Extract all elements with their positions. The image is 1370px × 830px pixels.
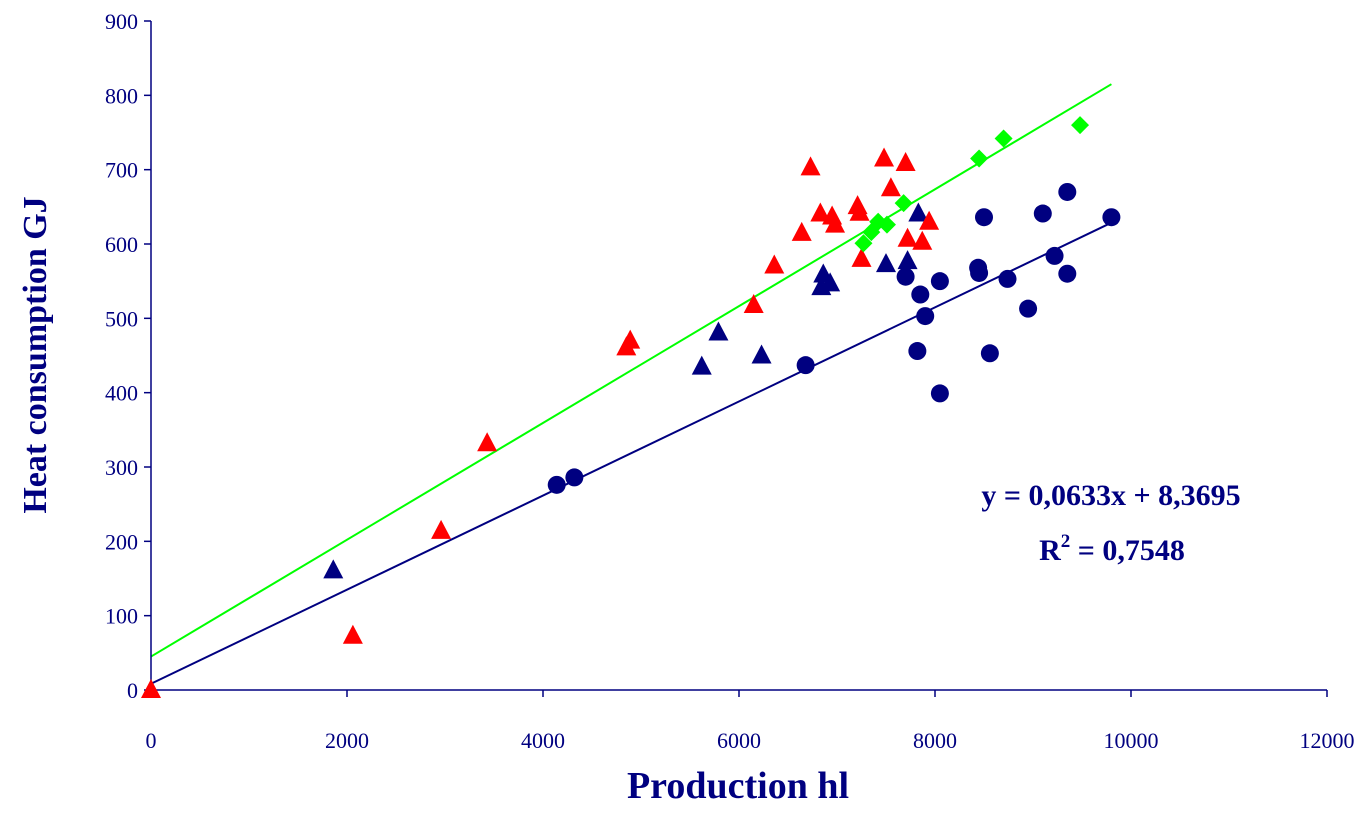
y-tick-label: 300 — [105, 455, 138, 480]
data-point-circle — [1102, 208, 1121, 227]
y-axis-title: Heat consumption GJ — [17, 196, 54, 513]
data-point-triangle — [810, 202, 831, 222]
data-point-circle — [998, 269, 1017, 288]
trendline-2 — [150, 83, 1112, 658]
y-tick-label: 200 — [105, 529, 138, 554]
data-point-circle — [975, 208, 993, 227]
data-point-diamond — [894, 194, 913, 213]
data-point-triangle — [851, 247, 872, 267]
data-point-triangle — [141, 679, 161, 698]
data-point-triangle — [708, 321, 729, 341]
data-point-triangle — [825, 213, 846, 233]
r-squared-label: R2 = 0,7548 — [1039, 531, 1185, 567]
data-point-diamond — [1071, 116, 1090, 135]
data-point-circle — [1033, 204, 1052, 223]
data-point-triangle — [897, 227, 918, 247]
y-tick-label: 500 — [105, 306, 138, 331]
y-tick-label: 400 — [105, 381, 138, 406]
axes: 0 2000 4000 6000 8000 10000 12000 0 100 200 300 400… — [105, 9, 1355, 753]
trendline-1 — [150, 221, 1112, 685]
x-tick-label: 12000 — [1300, 728, 1355, 753]
data-point-triangle — [620, 329, 641, 349]
data-point-triangle — [874, 147, 895, 167]
data-point-circle — [1019, 299, 1038, 318]
y-tick-label: 600 — [105, 232, 138, 257]
r-squared-value: = 0,7548 — [1070, 534, 1185, 567]
data-point-triangle — [743, 293, 764, 313]
data-point-triangle — [820, 272, 841, 292]
data-point-triangle — [791, 221, 812, 241]
data-point-triangle — [431, 519, 452, 539]
r-squared-exponent: 2 — [1061, 531, 1071, 552]
x-tick-label: 8000 — [913, 728, 957, 753]
data-point-circle — [1058, 264, 1077, 283]
data-point-circle — [1045, 246, 1064, 265]
x-tick-label: 6000 — [717, 728, 761, 753]
data-point-circle — [908, 342, 927, 361]
regression-equation: y = 0,0633x + 8,3695 — [981, 479, 1240, 512]
data-point-triangle — [908, 202, 929, 222]
data-point-diamond — [970, 149, 989, 168]
data-point-triangle — [323, 559, 344, 579]
data-point-triangle — [751, 344, 772, 364]
data-point-circle — [970, 263, 989, 282]
data-point-triangle — [477, 432, 498, 452]
data-point-triangle — [849, 201, 870, 221]
x-axis-title: Production hl — [627, 765, 849, 807]
data-point-circle — [565, 468, 584, 487]
data-point-triangle — [342, 624, 363, 644]
data-point-circle — [1058, 182, 1077, 201]
r-squared-prefix: R — [1039, 534, 1061, 567]
data-point-circle — [796, 356, 815, 375]
data-point-diamond — [994, 129, 1013, 148]
data-point-circle — [916, 307, 935, 326]
data-point-triangle — [895, 151, 916, 171]
x-tick-label: 10000 — [1104, 728, 1159, 753]
y-tick-label: 900 — [105, 9, 138, 34]
data-point-diamond — [854, 234, 873, 253]
x-tick-label: 0 — [146, 728, 157, 753]
data-point-circle — [547, 475, 566, 494]
data-point-circle — [911, 285, 930, 304]
data-point-circle — [930, 384, 949, 403]
y-tick-label: 800 — [105, 83, 138, 108]
data-point-triangle — [764, 254, 785, 274]
data-point-triangle — [800, 156, 821, 176]
data-point-circle — [980, 344, 999, 363]
y-tick-label: 100 — [105, 604, 138, 629]
y-tick-label: 700 — [105, 158, 138, 183]
data-point-triangle — [912, 230, 933, 250]
data-point-triangle — [897, 250, 918, 270]
data-point-circle — [896, 267, 915, 286]
data-points — [141, 116, 1121, 698]
y-tick-label: 0 — [127, 678, 138, 703]
data-point-triangle — [880, 177, 901, 197]
x-tick-label: 2000 — [325, 728, 369, 753]
data-point-triangle — [691, 355, 712, 375]
data-point-triangle — [919, 210, 940, 230]
data-point-circle — [930, 272, 949, 291]
trendlines — [150, 83, 1112, 685]
data-point-triangle — [876, 253, 896, 273]
x-tick-label: 4000 — [521, 728, 565, 753]
data-point-diamond — [877, 215, 896, 234]
